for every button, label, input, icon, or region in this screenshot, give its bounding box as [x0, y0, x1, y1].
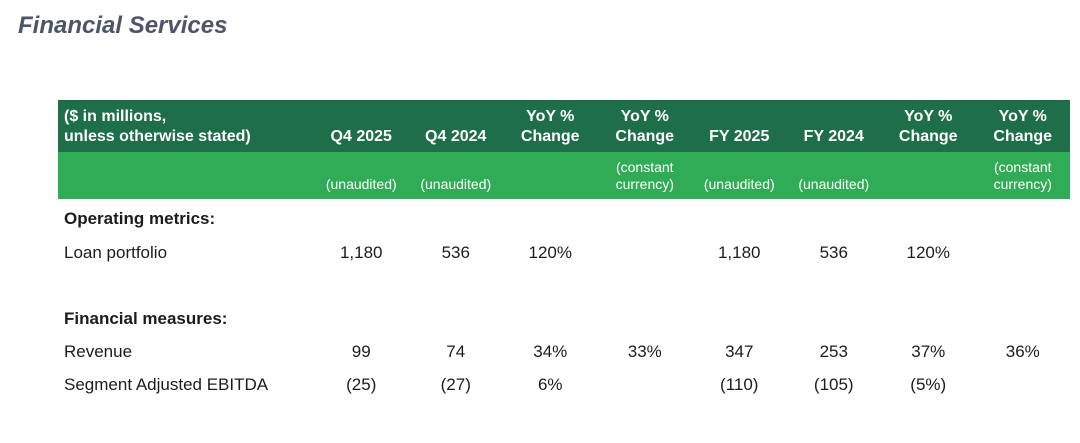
cell-value: [598, 269, 693, 302]
subheader-empty: [503, 152, 598, 199]
row-label: [58, 269, 314, 302]
col-header-fy-2025: FY 2025: [709, 128, 770, 145]
cell-value: [976, 368, 1071, 401]
cell-value: 536: [819, 242, 848, 262]
cell-value: [881, 199, 976, 236]
subheader-unaudited-fy-2024: (unaudited): [798, 176, 870, 192]
cell-value: [692, 269, 787, 302]
subheader-unaudited-q4-2025: (unaudited): [325, 176, 397, 192]
cell-value: 33%: [627, 341, 662, 361]
col-header-yoy-change-q4: YoY % Change: [520, 108, 580, 145]
col-header-yoy-change-fy: YoY % Change: [898, 108, 958, 145]
cell-value: [409, 302, 504, 335]
table-row: Financial measures:: [58, 302, 1070, 335]
cell-value: [598, 236, 693, 269]
col-header-yoy-change-q4-cc: YoY % Change: [615, 108, 675, 145]
subheader-constant-currency-q4: (constant currency): [615, 159, 674, 192]
cell-value: 1,180: [717, 242, 761, 262]
row-label: Loan portfolio: [64, 242, 168, 262]
table-row: [58, 269, 1070, 302]
cell-value: 536: [441, 242, 470, 262]
cell-value: [314, 302, 409, 335]
cell-value: [598, 199, 693, 236]
cell-value: [976, 269, 1071, 302]
table-header: ($ in millions, unless otherwise stated)…: [58, 100, 1070, 199]
cell-value: [787, 302, 882, 335]
cell-value: [692, 199, 787, 236]
page-title: Financial Services: [18, 12, 228, 39]
row-label: Financial measures:: [64, 308, 228, 328]
cell-value: [409, 199, 504, 236]
cell-value: [598, 302, 693, 335]
cell-value: [881, 269, 976, 302]
unit-label: ($ in millions, unless otherwise stated): [64, 108, 251, 145]
cell-value: [976, 302, 1071, 335]
cell-value: 120%: [528, 242, 572, 262]
table-row: Revenue 99 74 34% 33% 347 253 37% 36%: [58, 335, 1070, 368]
col-header-yoy-change-fy-cc: YoY % Change: [993, 108, 1053, 145]
row-label: Revenue: [64, 341, 133, 361]
cell-value: 37%: [911, 341, 946, 361]
cell-value: 120%: [906, 242, 950, 262]
cell-value: 1,180: [339, 242, 383, 262]
subheader-empty: [881, 152, 976, 199]
cell-value: [503, 199, 598, 236]
cell-value: [503, 302, 598, 335]
table-body: Operating metrics: Loan portfolio 1,180 536…: [58, 199, 1070, 401]
col-header-q4-2024: Q4 2024: [425, 128, 487, 145]
cell-value: 253: [819, 341, 848, 361]
table-row: Operating metrics:: [58, 199, 1070, 236]
cell-value: [881, 302, 976, 335]
col-header-q4-2025: Q4 2025: [330, 128, 392, 145]
cell-value: 34%: [533, 341, 568, 361]
cell-value: [787, 269, 882, 302]
financial-services-table: ($ in millions, unless otherwise stated)…: [58, 100, 1070, 401]
subheader-unaudited-fy-2025: (unaudited): [703, 176, 775, 192]
table-row: Loan portfolio 1,180 536 120% 1,180 536 120%: [58, 236, 1070, 269]
cell-value: 36%: [1005, 341, 1040, 361]
header-row-main: ($ in millions, unless otherwise stated)…: [58, 100, 1070, 152]
table-row: Segment Adjusted EBITDA (25) (27) 6% (110) (1…: [58, 368, 1070, 401]
cell-value: [409, 269, 504, 302]
cell-value: 99: [351, 341, 371, 361]
cell-value: [314, 199, 409, 236]
cell-value: (27): [440, 374, 471, 394]
header-row-sub: (unaudited) (unaudited) (constant curren…: [58, 152, 1070, 199]
cell-value: (110): [720, 374, 759, 394]
cell-value: [976, 236, 1071, 269]
cell-value: 347: [725, 341, 754, 361]
cell-value: (5%): [910, 374, 947, 394]
subheader-constant-currency-fy: (constant currency): [993, 159, 1052, 192]
row-label: Segment Adjusted EBITDA: [64, 374, 269, 394]
subheader-empty: [58, 152, 314, 199]
cell-value: [503, 269, 598, 302]
cell-value: 74: [446, 341, 466, 361]
col-header-fy-2024: FY 2024: [803, 128, 864, 145]
row-label: Operating metrics:: [64, 209, 216, 228]
cell-value: (105): [813, 374, 854, 394]
cell-value: [314, 269, 409, 302]
cell-value: [598, 368, 693, 401]
cell-value: (25): [346, 374, 377, 394]
cell-value: [692, 302, 787, 335]
cell-value: [976, 199, 1071, 236]
cell-value: 6%: [537, 374, 563, 394]
cell-value: [787, 199, 882, 236]
subheader-unaudited-q4-2024: (unaudited): [420, 176, 492, 192]
